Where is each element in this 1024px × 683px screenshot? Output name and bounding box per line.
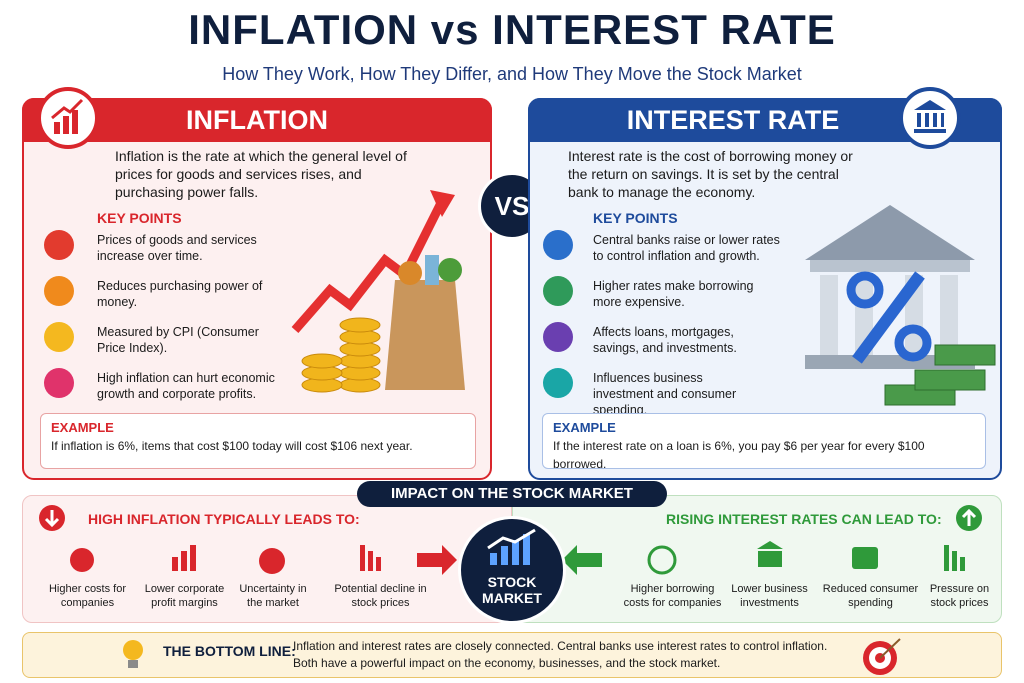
up-icon bbox=[956, 505, 982, 531]
key-point: Measured by CPI (Consumer Price Index). bbox=[97, 325, 259, 355]
impact-item: Uncertainty in the market bbox=[239, 583, 307, 609]
key-point: Higher rates make borrowing more expensi… bbox=[593, 279, 754, 309]
stock-market-label: STOCK MARKET bbox=[482, 574, 542, 606]
icon bbox=[543, 368, 573, 398]
bottom-line-box bbox=[22, 632, 1002, 678]
interest-title: INTEREST RATE bbox=[528, 98, 938, 142]
inflation-icon bbox=[37, 87, 99, 149]
key-point: Influences business investment and consu… bbox=[593, 371, 737, 417]
bottom-line-title: THE BOTTOM LINE: bbox=[163, 643, 296, 659]
title: INFLATION vs INTEREST RATE bbox=[188, 6, 836, 53]
inflation-title: INFLATION bbox=[22, 98, 492, 142]
key-point: Reduces purchasing power of money. bbox=[97, 279, 263, 309]
example-title: EXAMPLE bbox=[553, 420, 616, 435]
key-points-title: KEY POINTS bbox=[593, 210, 678, 226]
impact-icons bbox=[70, 541, 965, 575]
subtitle: How They Work, How They Differ, and How … bbox=[222, 64, 802, 84]
bulb-icon bbox=[123, 640, 143, 668]
inflation-definition: Inflation is the rate at which the gener… bbox=[115, 148, 407, 200]
impact-item: Potential decline in stock prices bbox=[334, 583, 427, 609]
key-point: Prices of goods and services increase ov… bbox=[97, 233, 257, 263]
example-box: EXAMPLE If the interest rate on a loan i… bbox=[542, 413, 986, 471]
icon bbox=[543, 322, 573, 352]
bottom-line-text: Inflation and interest rates are closely… bbox=[293, 639, 828, 670]
icon bbox=[44, 368, 74, 398]
interest-definition: Interest rate is the cost of borrowing m… bbox=[568, 148, 853, 200]
key-points-title: KEY POINTS bbox=[97, 210, 182, 226]
icon bbox=[44, 322, 74, 352]
example-text: If inflation is 6%, items that cost $100… bbox=[51, 439, 413, 453]
icon bbox=[543, 276, 573, 306]
key-point: Central banks raise or lower rates to co… bbox=[593, 233, 780, 263]
impact-item: Lower business investments bbox=[731, 583, 808, 609]
down-icon bbox=[39, 505, 65, 531]
impact-item: Higher costs for companies bbox=[48, 583, 127, 609]
target-icon bbox=[863, 638, 901, 675]
impact-left-title: HIGH INFLATION TYPICALLY LEADS TO: bbox=[88, 511, 360, 527]
impact-item: Higher borrowing costs for companies bbox=[623, 583, 722, 609]
impact-title: IMPACT ON THE STOCK MARKET bbox=[357, 481, 667, 507]
impact-item: Reduced consumer spending bbox=[822, 583, 919, 609]
icon bbox=[44, 276, 74, 306]
impact-item: Pressure on stock prices bbox=[929, 583, 990, 609]
example-box: EXAMPLE If inflation is 6%, items that c… bbox=[40, 413, 476, 469]
impact-right-title: RISING INTEREST RATES CAN LEAD TO: bbox=[666, 511, 942, 527]
stock-icon bbox=[487, 528, 536, 565]
example-text: If the interest rate on a loan is 6%, yo… bbox=[553, 439, 925, 471]
bank-icon bbox=[899, 87, 961, 149]
icon bbox=[44, 230, 74, 260]
key-point: High inflation can hurt economic growth … bbox=[97, 371, 275, 401]
example-title: EXAMPLE bbox=[51, 420, 114, 435]
stock-market-circle bbox=[458, 516, 566, 624]
inflation-illustration bbox=[291, 190, 465, 393]
icon bbox=[543, 230, 573, 260]
key-point: Affects loans, mortgages, savings, and i… bbox=[593, 325, 737, 355]
impact-item: Lower corporate profit margins bbox=[144, 583, 225, 609]
bank-illustration bbox=[805, 205, 996, 406]
